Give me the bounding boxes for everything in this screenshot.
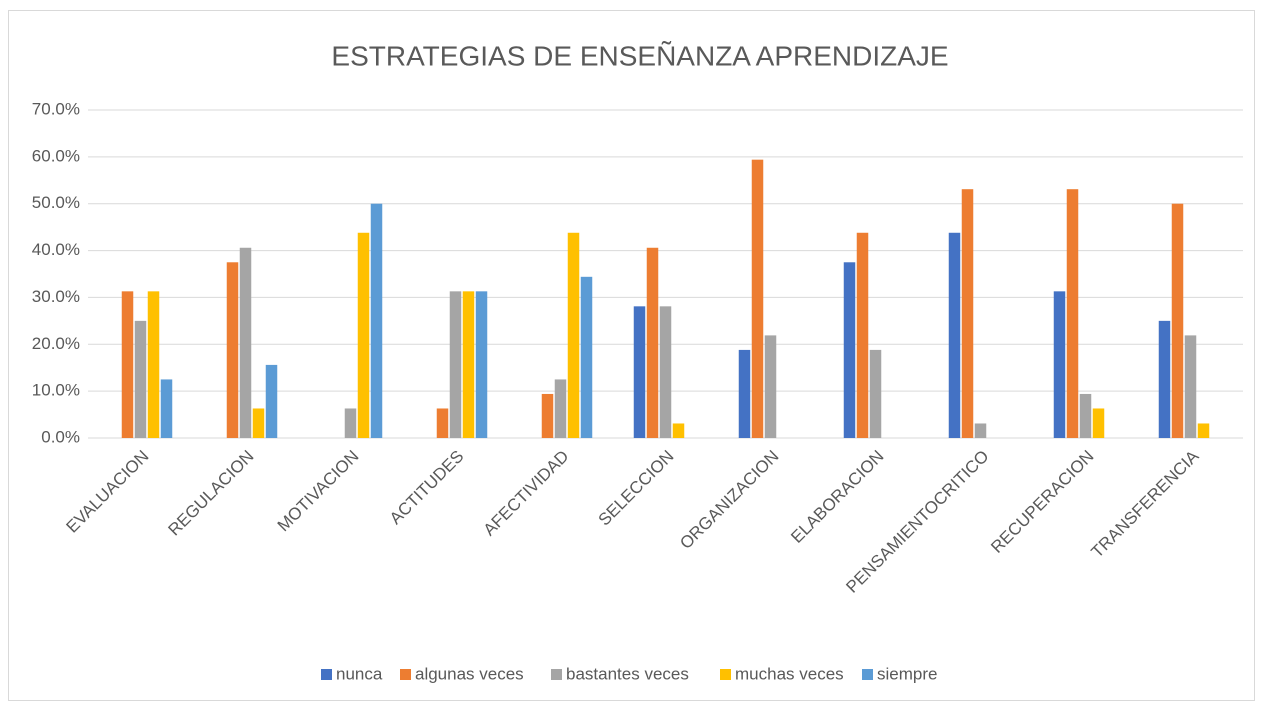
bar	[357, 232, 370, 438]
bar	[961, 189, 974, 438]
bar	[344, 408, 357, 438]
bar	[1184, 335, 1197, 438]
bar	[764, 335, 777, 438]
bar	[751, 159, 764, 438]
legend-swatch	[862, 669, 873, 680]
bar	[659, 306, 672, 438]
bar	[869, 349, 882, 438]
bar	[121, 291, 134, 438]
y-tick-label: 20.0%	[32, 334, 80, 353]
y-tick-label: 10.0%	[32, 381, 80, 400]
y-tick-label: 30.0%	[32, 287, 80, 306]
bar	[948, 232, 961, 438]
bar	[1066, 189, 1079, 438]
bar	[265, 364, 278, 438]
bar	[1158, 320, 1171, 438]
bar	[160, 379, 173, 438]
bar	[134, 320, 147, 438]
chart-border	[8, 10, 1255, 701]
bar	[252, 408, 265, 438]
y-tick-label: 70.0%	[32, 99, 80, 118]
legend-label: siempre	[877, 664, 937, 683]
legend-swatch	[400, 669, 411, 680]
bar	[1197, 423, 1210, 438]
bar	[436, 408, 449, 438]
legend-swatch	[551, 669, 562, 680]
bar	[580, 276, 593, 438]
bar	[475, 291, 488, 438]
y-tick-label: 0.0%	[41, 427, 80, 446]
legend-label: muchas veces	[735, 664, 844, 683]
bar	[1171, 203, 1184, 438]
bar	[646, 247, 659, 438]
bar	[554, 379, 567, 438]
legend-label: algunas veces	[415, 664, 524, 683]
bar	[567, 232, 580, 438]
bar	[462, 291, 475, 438]
bar	[974, 423, 987, 438]
bar	[147, 291, 160, 438]
legend-swatch	[720, 669, 731, 680]
bar	[633, 306, 646, 438]
bar	[738, 349, 751, 438]
bar	[449, 291, 462, 438]
chart-title: ESTRATEGIAS DE ENSEÑANZA APRENDIZAJE	[331, 40, 948, 71]
legend-swatch	[321, 669, 332, 680]
bar	[541, 393, 554, 438]
bar	[672, 423, 685, 438]
bar	[226, 262, 239, 438]
legend-label: nunca	[336, 664, 383, 683]
y-tick-label: 40.0%	[32, 240, 80, 259]
bar	[1079, 393, 1092, 438]
bar	[370, 203, 383, 438]
bar	[1092, 408, 1105, 438]
y-tick-label: 60.0%	[32, 146, 80, 165]
bar	[843, 262, 856, 438]
y-tick-label: 50.0%	[32, 193, 80, 212]
legend-label: bastantes veces	[566, 664, 689, 683]
bar	[239, 247, 252, 438]
bar	[1053, 291, 1066, 438]
bar	[856, 232, 869, 438]
